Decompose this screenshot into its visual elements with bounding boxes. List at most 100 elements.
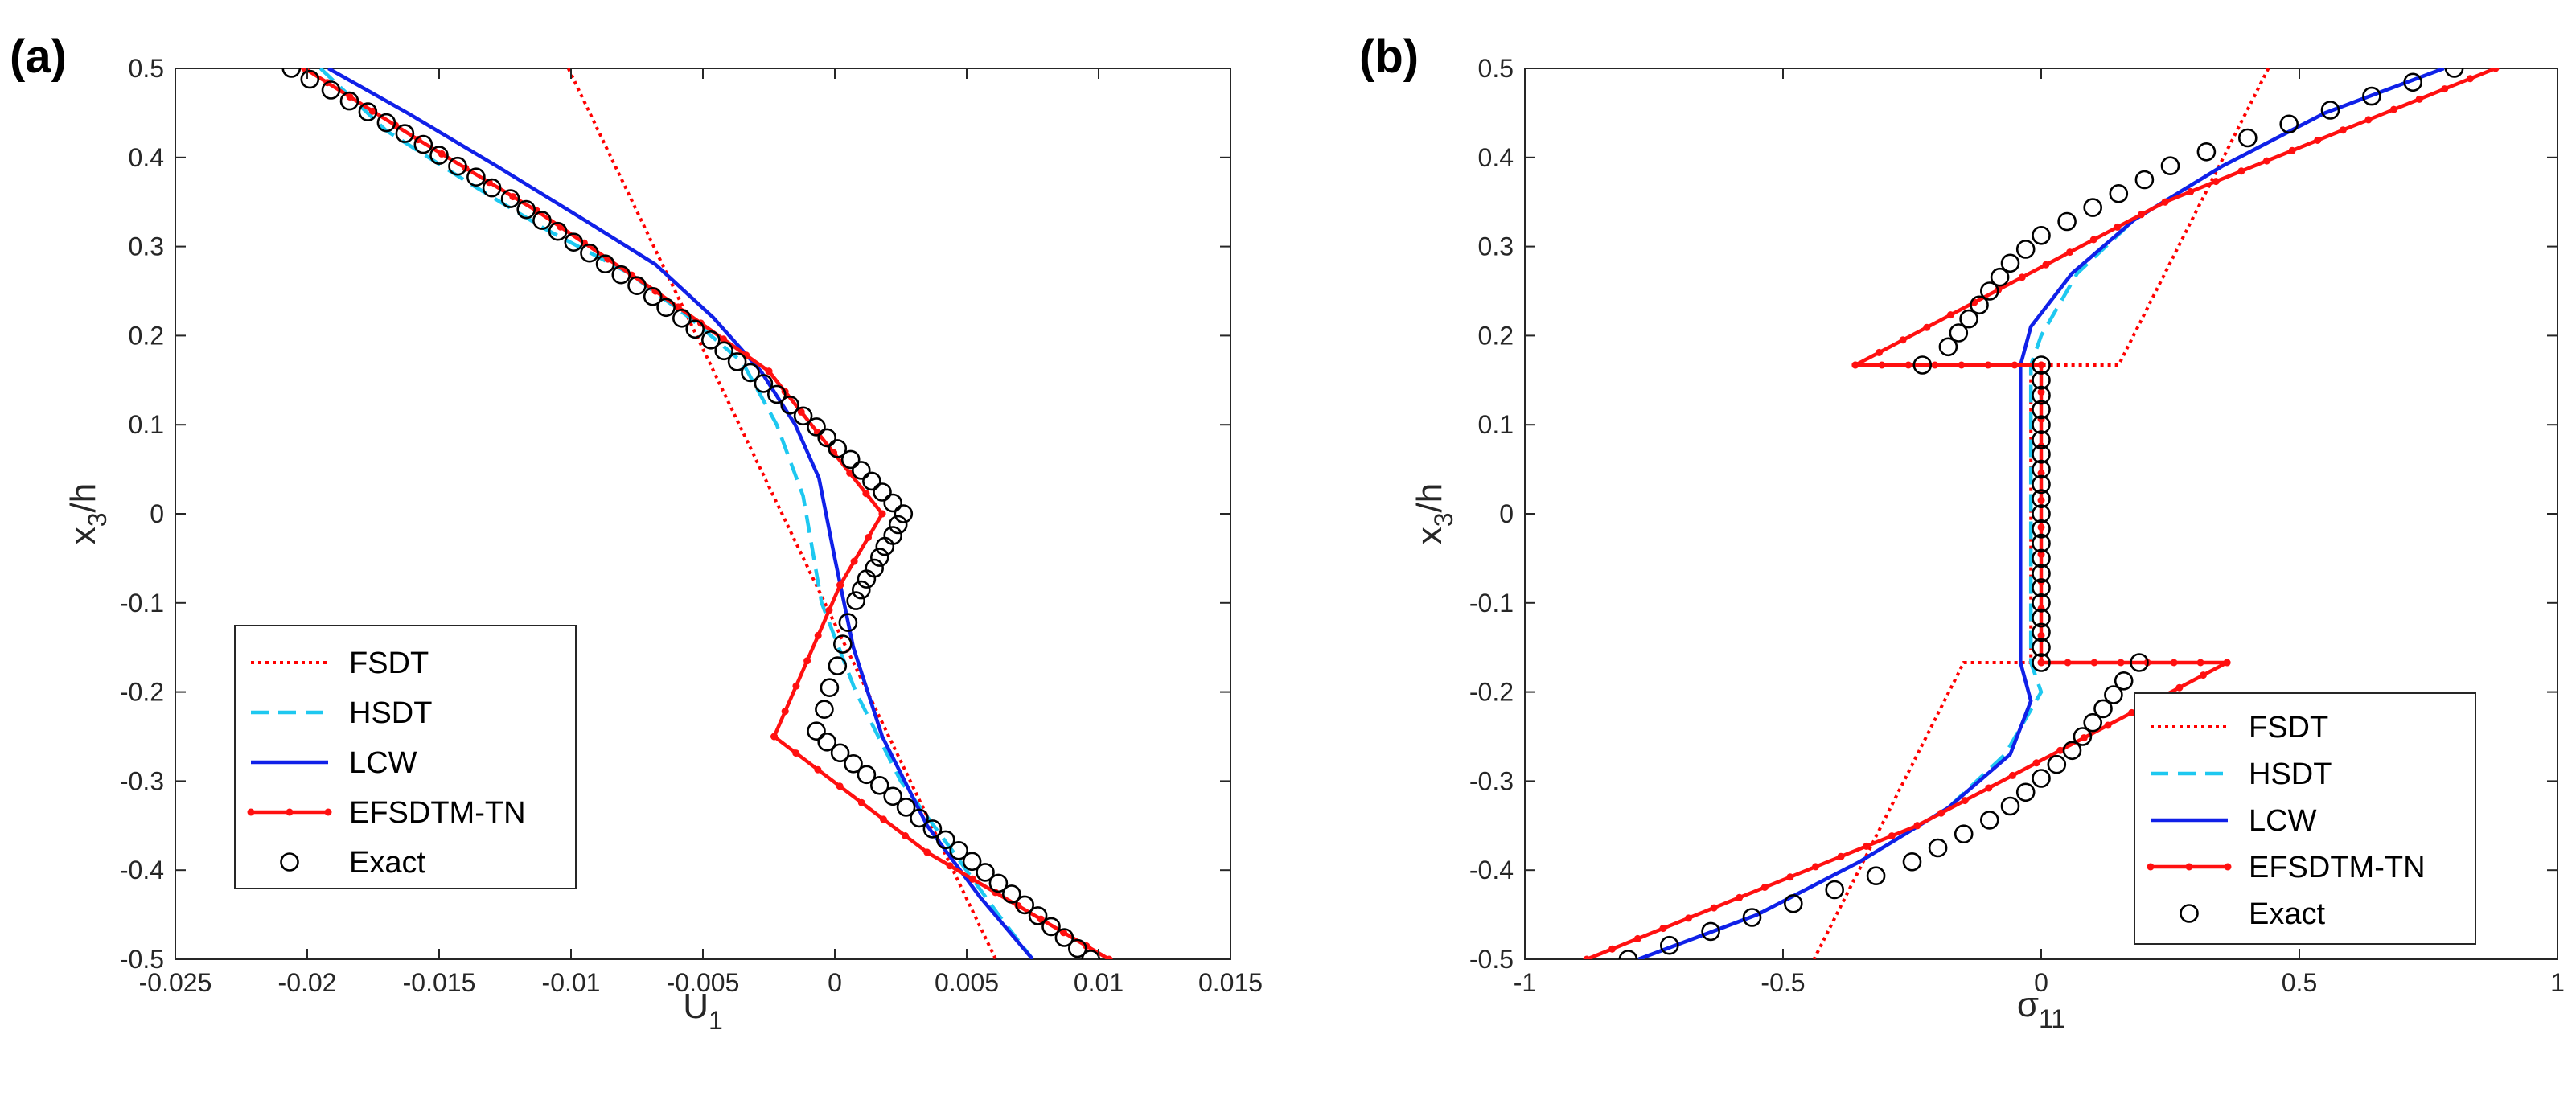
panel-b-series-exact-point [2093,699,2113,719]
panel-a-series-exact-point [685,319,705,339]
panel-b-series-exact-point [2032,474,2051,495]
panel-b-series-efsdtm-tn-marker [1904,361,1912,369]
panel-a-series-exact-point [413,134,433,154]
panel-b-series-efsdtm-tn-marker [1931,361,1939,369]
panel-b-series-exact-point [1954,824,1974,843]
panel-b-series-lcw-line [1637,68,2445,959]
panel-b-series-efsdtm-tn-marker [1937,809,1945,817]
panel-a-series-exact-point [873,482,892,502]
panel-b-series-exact-point [2032,608,2051,628]
panel-a-legend-entry-exact: Exact [280,846,425,880]
panel-a-series-efsdtm-tn-marker [509,193,517,201]
panel-b-y-axis-label: x3/h [1410,483,1458,545]
panel-a-x-label-sub: 1 [709,1006,723,1035]
panel-b-series-efsdtm-tn-marker [1876,348,1883,356]
panel-b-series-efsdtm-tn-marker [2114,223,2122,231]
panel-a-label: (a) [10,31,67,83]
panel-a-series-exact-point [840,449,861,470]
panel-b-y-tick-label: -0.5 [1469,945,1514,974]
panel-a-y-tick-label: -0.4 [120,856,164,884]
panel-a-series-efsdtm-tn-marker [765,367,773,376]
panel-b-series-exact-point [2062,741,2082,761]
panel-a-legend-entry-efsdtm-tn-label: EFSDTM-TN [349,796,526,830]
panel-b-series-exact-point [2032,444,2051,464]
panel-b-series-exact-point [2032,653,2051,672]
panel-a-x-axis-label: U1 [683,987,723,1035]
panel-a-series-exact [281,68,1100,959]
panel-a-series-exact-point [852,461,871,480]
panel-a-series-exact-point [883,786,902,806]
panel-b-series-exact-point [2047,754,2067,774]
panel-b-legend-entry-efsdtm-tn: EFSDTM-TN [2147,851,2426,884]
panel-a-series-efsdtm-tn-marker [850,557,858,565]
panel-a-series-exact-point [1028,906,1048,925]
panel-b-series-efsdtm-tn-marker [1659,925,1667,933]
panel-b-legend-entry-exact: Exact [2180,897,2325,931]
panel-b-series-efsdtm-tn-marker [1985,784,1993,792]
panel-a-series-hsdt-line [318,68,1034,959]
panel-a-series-exact-point [910,808,929,828]
panel-b-series-efsdtm-tn-marker [1633,934,1641,942]
panel-b-x-label-sub: 11 [2039,1004,2065,1033]
panel-a-series-exact-point [627,276,647,296]
panel-b: (b) -1 -0.5 0 0.5 1-0.5-0.4-0.3-0.2-0.100.10… [1359,31,2565,1033]
panel-a-y-tick-label: 0.3 [129,232,164,261]
panel-a-series-hsdt [318,68,1034,959]
panel-b-series-efsdtm-tn-marker [2390,105,2397,113]
panel-b-legend-entry-efsdtm-tn-swatch-marker [2147,863,2155,871]
panel-b-legend-entry-exact-label: Exact [2249,897,2325,931]
panel-a-series-exact-point [976,863,995,882]
panel-a-y-tick-label: -0.5 [120,945,164,974]
panel-b-y-tick-label: 0.5 [1478,54,1514,83]
panel-b-series-exact-point [2015,240,2036,259]
panel-a-series-exact-point [857,569,877,589]
panel-b-series-efsdtm-tn-marker [2196,659,2204,667]
panel-b-series-efsdtm-tn-marker [1958,361,1966,369]
panel-b-series-efsdtm-tn-marker [2170,659,2178,667]
panel-b-series-efsdtm-tn-marker [1837,852,1845,860]
panel-b-series-efsdtm-tn-marker [2466,75,2474,83]
panel-b-series-efsdtm-tn-marker [2018,273,2026,281]
panel-a-series-exact-point [830,743,850,763]
panel-b-series-exact-point [1949,323,1969,343]
panel-b-series-exact-point [2444,68,2464,78]
panel-a-series-exact-point [896,798,916,817]
panel-b-series-efsdtm-tn-marker [2064,659,2072,667]
panel-b-series-efsdtm-tn-marker [2200,671,2207,679]
panel-b-series-exact-point [1980,811,1999,830]
panel-b-series-layer [1583,68,2500,959]
panel-a-x-tick-label: 0.01 [1074,968,1124,997]
panel-b-series-exact-point [2032,578,2051,597]
panel-b-series-efsdtm-tn-marker [2492,68,2500,72]
panel-b-series-exact-point [1980,281,1999,301]
panel-b-series-exact-point [2032,430,2051,449]
panel-a-series-exact-point [1068,938,1087,958]
panel-a-series-lcw [327,68,1034,959]
panel-b-series-efsdtm-tn-marker [2037,470,2045,477]
panel-b-series-exact-point [1742,908,1762,927]
panel-b-series-efsdtm-tn-marker [2037,523,2045,531]
panel-b-series-efsdtm-tn-marker [1863,842,1871,850]
panel-a-series-exact-point [838,613,858,633]
panel-b-series-efsdtm-tn-marker [1878,361,1886,369]
panel-a-series-exact-point [482,178,502,198]
panel-b-legend-entry-efsdtm-tn-swatch-marker [2185,863,2193,871]
panel-b-y-tick-label: -0.2 [1469,678,1514,707]
panel-a-series-efsdtm-tn-marker [846,469,854,477]
panel-b-series-exact-point [1938,337,1958,357]
panel-b-series-efsdtm-tn-marker [1608,945,1617,953]
panel-a-series-exact-point [1041,917,1061,937]
panel-b-series-exact-point [2238,128,2258,148]
panel-a-series-efsdtm-tn-marker [368,107,376,115]
panel-b-series-efsdtm-tn-marker [2137,211,2145,219]
panel-b-series-efsdtm-tn-marker [2441,85,2449,93]
panel-a-y-label-sub: 3 [83,512,112,527]
panel-a-series-exact-point [1002,884,1021,904]
panel-a-series-exact-point [339,91,359,111]
panel-a-series-exact-point [516,199,536,220]
panel-b-series-efsdtm-tn [1583,68,2500,959]
panel-a-series-exact-point [376,113,396,133]
panel-a-series-efsdtm-tn-marker [946,862,954,870]
panel-b-series-exact-point [2032,355,2051,375]
panel-b-series-efsdtm-tn-marker [1923,323,1931,331]
